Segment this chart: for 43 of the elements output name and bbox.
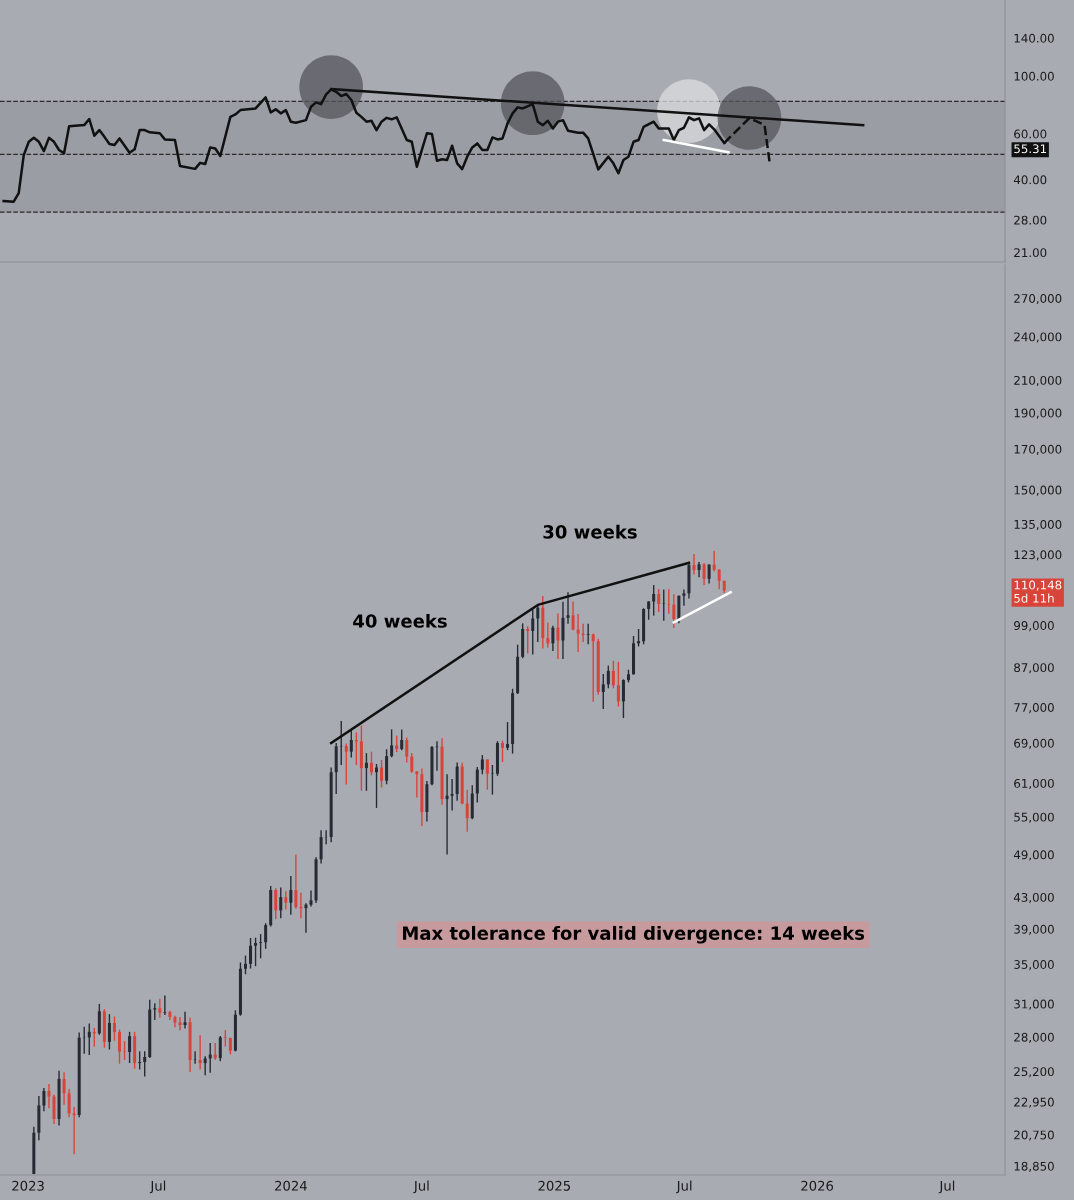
x-tick-label: Jul — [676, 1180, 692, 1194]
y-tick-label: 22,950 — [1014, 1097, 1054, 1108]
y-tick-label: 100.00 — [1014, 71, 1054, 81]
y-tick-label: 87,000 — [1014, 663, 1054, 674]
y-tick-label: 25,200 — [1014, 1067, 1054, 1078]
y-tick-label: 240,000 — [1014, 332, 1062, 343]
y-tick-label: 28,000 — [1014, 1032, 1054, 1043]
x-tick-label: Jul — [413, 1180, 429, 1194]
y-tick-label: 170,000 — [1014, 444, 1062, 455]
y-tick-label: 270,000 — [1014, 293, 1062, 305]
x-tick-label: 2023 — [12, 1180, 44, 1191]
y-tick-label: 190,000 — [1014, 408, 1062, 419]
x-tick-label: 2025 — [538, 1180, 570, 1191]
y-tick-label: 31,000 — [1014, 999, 1054, 1010]
y-tick-label: 43,000 — [1013, 892, 1054, 904]
y-tick-label: 150,000 — [1014, 485, 1062, 496]
y-tick-label: 61,000 — [1014, 778, 1054, 790]
x-tick-label: 2026 — [801, 1180, 834, 1191]
y-tick-label: 28.00 — [1014, 215, 1047, 225]
y-tick-label: 60.00 — [1014, 129, 1047, 139]
y-tick-label: 55,000 — [1014, 812, 1054, 823]
x-tick-label: 2024 — [275, 1180, 307, 1191]
y-tick-label: 69,000 — [1014, 738, 1054, 749]
y-tick-label: 99,000 — [1014, 621, 1054, 632]
annotation: 30 weeks — [543, 524, 637, 539]
y-tick-label: 210,000 — [1014, 375, 1062, 387]
y-tick-label: 140.00 — [1014, 33, 1054, 43]
y-tick-label: 135,000 — [1014, 519, 1062, 531]
y-tick-label: 77,000 — [1014, 703, 1054, 714]
y-tick-label: 35,000 — [1014, 960, 1054, 971]
annotation: Max tolerance for valid divergence: 14 weeks — [403, 925, 865, 944]
x-tick-label: Jul — [938, 1180, 955, 1194]
y-tick-label: 123,000 — [1014, 550, 1062, 561]
annotation: 40 weeks — [353, 613, 447, 628]
y-tick-label: 18,850 — [1014, 1161, 1054, 1172]
y-tick-label: 40.00 — [1013, 175, 1047, 185]
y-tick-label: 21.00 — [1014, 248, 1047, 258]
y-tick-label: 20,750 — [1014, 1130, 1054, 1141]
x-tick-label: Jul — [149, 1180, 166, 1194]
y-tick-label: 55.31 — [1014, 144, 1047, 154]
y-tick-label: 110,148 5d 11h — [1014, 580, 1062, 603]
y-tick-label: 39,000 — [1014, 924, 1054, 935]
y-tick-label: 49,000 — [1013, 850, 1054, 861]
